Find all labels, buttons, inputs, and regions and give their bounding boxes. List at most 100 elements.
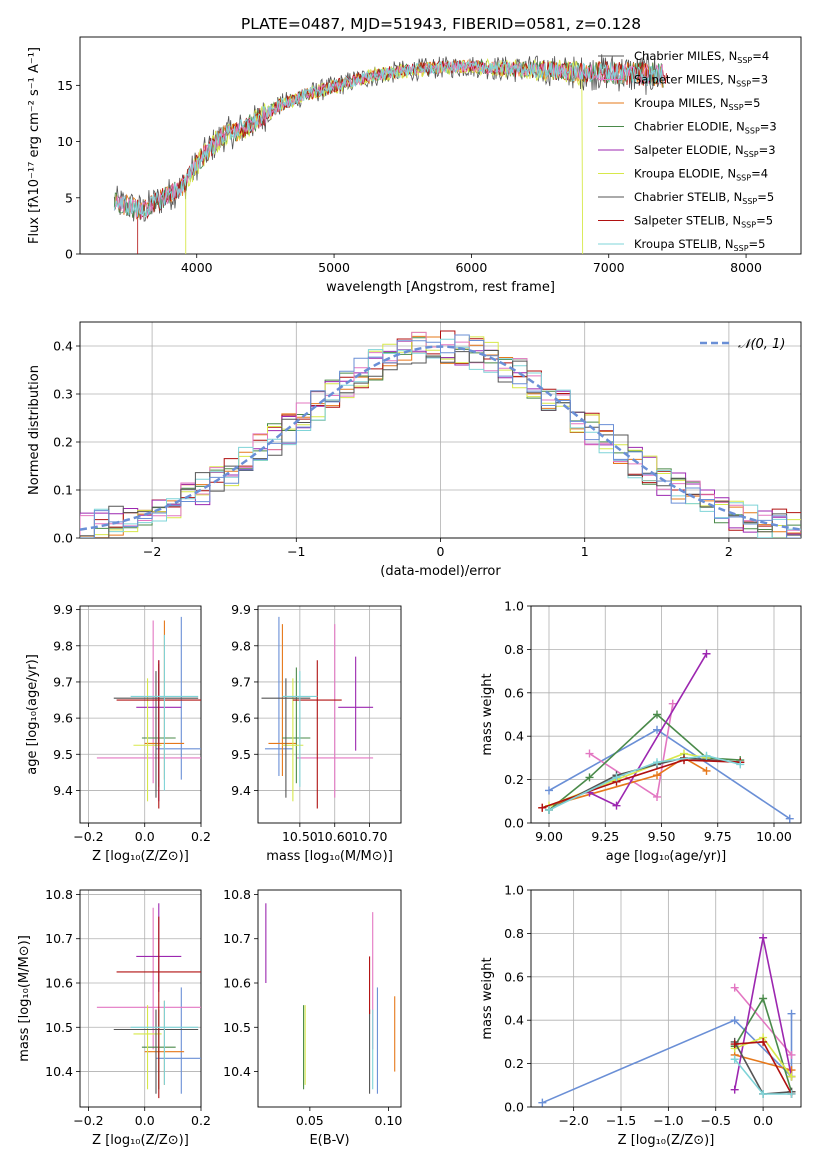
y-tick-label: 9.4 xyxy=(231,783,251,798)
x-tick-label: −0.2 xyxy=(73,829,103,844)
legend-label: Chabrier MILES, NSSP=4 xyxy=(634,49,769,65)
weight-marker xyxy=(759,994,768,1003)
errorbars xyxy=(96,903,201,1099)
weight-marker xyxy=(787,1009,796,1018)
weight-marker xyxy=(545,805,553,814)
y-tick-label: 1.0 xyxy=(504,883,524,898)
legend-label: Salpeter STELIB, NSSP=5 xyxy=(634,214,773,230)
y-tick-label: 10.6 xyxy=(223,976,251,991)
weight-marker xyxy=(787,1089,796,1098)
x-tick-label: −1.0 xyxy=(653,1113,683,1128)
y-axis-label: age [log₁₀(age/yr)] xyxy=(25,654,40,775)
x-axis-label: (data-model)/error xyxy=(380,564,501,579)
weight-line-miles_chabrier xyxy=(548,728,791,820)
legend-label: Salpeter MILES, NSSP=3 xyxy=(634,73,768,89)
panel-z_mass: −0.2 0.0 0.2 10.4 10.5 10.6 10.7 10.8 Z [log₁₀(Z… xyxy=(17,887,211,1148)
y-tick-label: 10.6 xyxy=(45,976,73,991)
plot-frame xyxy=(530,889,802,1108)
weight-marker xyxy=(653,771,661,780)
y-tick-label: 10.4 xyxy=(45,1064,73,1079)
y-tick-label: 10.8 xyxy=(223,887,251,902)
x-tick-label: −0.2 xyxy=(73,1113,103,1128)
legend-label: 𝒩(0, 1) xyxy=(738,337,785,352)
spectrum-lines xyxy=(113,53,667,254)
y-tick-label: 0.4 xyxy=(53,339,73,354)
weight-marker xyxy=(545,786,553,795)
weight-marker xyxy=(653,710,661,719)
weight-marker xyxy=(585,773,594,782)
weight-marker xyxy=(759,933,768,942)
y-tick-label: 9.7 xyxy=(231,674,251,689)
weight-lines xyxy=(538,933,796,1107)
weight-marker xyxy=(653,758,661,767)
y-tick-label: 0.8 xyxy=(504,642,524,657)
x-axis-label: Z [log₁₀(Z/Z⊙)] xyxy=(618,1133,715,1148)
panel-z_age: −0.2 0.0 0.2 9.4 9.5 9.6 9.7 9.8 9.9 Z [log₁₀(Z/Z… xyxy=(25,602,211,864)
legend-label: Chabrier ELODIE, NSSP=3 xyxy=(634,120,777,136)
weight-marker xyxy=(668,699,677,708)
y-tick-label: 0.8 xyxy=(504,926,524,941)
x-tick-label: −1 xyxy=(287,544,305,559)
x-axis-label: wavelength [Angstrom, rest frame] xyxy=(326,280,555,295)
figure-title: PLATE=0487, MJD=51943, FIBERID=0581, z=0… xyxy=(241,15,641,33)
y-axis-label: mass weight xyxy=(480,673,495,755)
plot-frame xyxy=(79,36,802,255)
weight-marker xyxy=(538,1098,547,1107)
y-tick-label: 9.5 xyxy=(231,747,251,762)
weight-marker xyxy=(730,1085,739,1094)
x-tick-label: 6000 xyxy=(455,260,487,275)
y-tick-label: 10.7 xyxy=(45,931,73,946)
y-tick-label: 10.5 xyxy=(45,1020,73,1035)
panel-ebv_mass: 0.05 0.10 10.4 10.5 10.6 10.7 10.8 E(B-V) xyxy=(223,887,402,1148)
panel-z_weight: −2.0 −1.5 −1.0 −0.5 0.0 0.0 0.2 0.4 0.6 0.8 1.0 Z [… xyxy=(480,883,802,1148)
y-tick-label: 0 xyxy=(65,247,73,262)
y-tick-label: 0.6 xyxy=(504,685,524,700)
x-tick-label: 10.70 xyxy=(352,829,388,844)
legend: Chabrier MILES, NSSP=4 Salpeter MILES, NS… xyxy=(598,49,777,253)
y-tick-label: 0.0 xyxy=(504,816,524,831)
weight-line-miles_salpeter xyxy=(734,987,793,1056)
legend-label: Chabrier STELIB, NSSP=5 xyxy=(634,190,774,206)
x-tick-label: −2.0 xyxy=(558,1113,588,1128)
x-tick-label: 9.75 xyxy=(704,829,732,844)
errorbars xyxy=(261,616,374,809)
x-tick-label: 9.25 xyxy=(591,829,619,844)
weight-marker xyxy=(653,725,661,734)
weight-line-miles_kroupa xyxy=(734,1054,792,1071)
y-axis-label: Flux [fλ10⁻¹⁷ erg cm⁻² s⁻¹ A⁻¹] xyxy=(27,47,42,244)
y-tick-label: 0.2 xyxy=(504,1056,524,1071)
histograms xyxy=(80,330,801,538)
x-tick-label: 10.00 xyxy=(756,829,792,844)
plot-frame xyxy=(79,605,202,824)
x-axis-label: Z [log₁₀(Z/Z⊙)] xyxy=(92,1133,189,1148)
x-tick-label: 10.50 xyxy=(282,829,318,844)
x-tick-label: 0.0 xyxy=(135,1113,155,1128)
weight-marker xyxy=(702,766,711,775)
weight-marker xyxy=(787,1072,796,1081)
x-tick-label: 0 xyxy=(437,544,445,559)
weight-line-miles_kroupa xyxy=(542,756,707,809)
panel-age_weight: 9.00 9.25 9.50 9.75 10.00 0.0 0.2 0.4 0.6 0.8 1.0 a… xyxy=(480,599,802,864)
plot-frame xyxy=(79,321,802,539)
x-tick-label: 0.0 xyxy=(135,829,155,844)
x-tick-label: 4000 xyxy=(181,260,213,275)
legend-label: Kroupa MILES, NSSP=5 xyxy=(634,96,760,112)
weight-marker xyxy=(538,803,547,812)
x-tick-label: 2 xyxy=(725,544,733,559)
weight-marker xyxy=(702,649,711,658)
y-tick-label: 10.8 xyxy=(45,887,73,902)
legend-label: Kroupa ELODIE, NSSP=4 xyxy=(634,167,768,183)
weight-marker xyxy=(702,751,711,760)
spectrum-stelib_kroupa xyxy=(113,60,664,218)
x-tick-label: 8000 xyxy=(730,260,762,275)
weight-marker xyxy=(585,749,594,758)
y-tick-label: 0.0 xyxy=(504,1100,524,1115)
spectrum-stelib_salpeter xyxy=(137,59,667,254)
y-tick-label: 9.5 xyxy=(53,747,73,762)
x-tick-label: 5000 xyxy=(318,260,350,275)
y-tick-label: 9.6 xyxy=(53,711,73,726)
x-tick-label: −1.5 xyxy=(606,1113,636,1128)
y-axis-label: mass [log₁₀(M/M⊙)] xyxy=(17,935,32,1062)
x-tick-label: 0.0 xyxy=(753,1113,773,1128)
weight-marker xyxy=(680,756,688,765)
